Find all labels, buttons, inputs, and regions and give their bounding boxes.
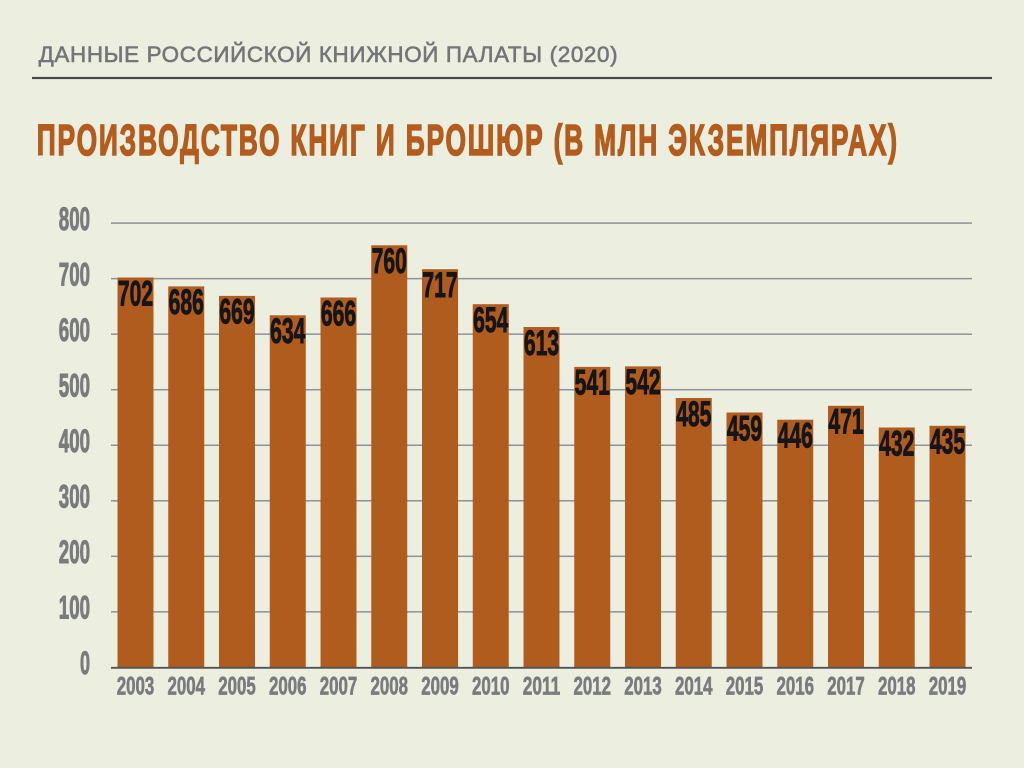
svg-text:2007: 2007 [320, 673, 358, 701]
svg-text:432: 432 [879, 424, 914, 463]
svg-text:ПРОИЗВОДСТВО КНИГ И БРОШЮР (В: ПРОИЗВОДСТВО КНИГ И БРОШЮР (В МЛН ЭКЗЕМП… [37, 117, 899, 165]
svg-text:2012: 2012 [574, 673, 612, 701]
svg-text:542: 542 [625, 363, 660, 402]
svg-text:717: 717 [422, 266, 457, 305]
svg-text:760: 760 [372, 242, 407, 281]
svg-text:0: 0 [80, 645, 90, 681]
svg-text:300: 300 [59, 479, 90, 515]
svg-text:600: 600 [59, 312, 90, 348]
svg-text:459: 459 [727, 409, 762, 448]
svg-text:485: 485 [676, 395, 711, 434]
svg-text:654: 654 [473, 301, 509, 340]
svg-text:2015: 2015 [726, 673, 764, 701]
svg-text:800: 800 [59, 201, 90, 237]
svg-text:200: 200 [59, 534, 90, 570]
svg-text:2017: 2017 [827, 673, 865, 701]
svg-text:2010: 2010 [472, 673, 510, 701]
svg-text:541: 541 [575, 364, 610, 403]
svg-text:ДАННЫЕ РОССИЙСКОЙ КНИЖНОЙ ПАЛА: ДАННЫЕ РОССИЙСКОЙ КНИЖНОЙ ПАЛАТЫ (2020) [39, 42, 618, 67]
svg-text:446: 446 [778, 417, 813, 456]
svg-text:2014: 2014 [675, 673, 713, 701]
svg-text:2018: 2018 [878, 673, 916, 701]
svg-text:2003: 2003 [117, 673, 155, 701]
svg-text:2013: 2013 [624, 673, 662, 701]
svg-text:686: 686 [169, 283, 204, 322]
svg-text:2008: 2008 [371, 673, 409, 701]
svg-text:2005: 2005 [218, 673, 256, 701]
svg-text:100: 100 [59, 590, 90, 626]
svg-text:435: 435 [930, 423, 965, 462]
svg-text:634: 634 [270, 312, 306, 351]
svg-text:669: 669 [219, 293, 254, 332]
svg-text:2019: 2019 [929, 673, 967, 701]
svg-text:2016: 2016 [777, 673, 815, 701]
svg-text:2009: 2009 [421, 673, 459, 701]
svg-text:613: 613 [524, 324, 559, 363]
svg-text:666: 666 [321, 294, 356, 333]
svg-text:2011: 2011 [523, 673, 561, 701]
svg-text:500: 500 [59, 368, 90, 404]
svg-text:471: 471 [828, 403, 863, 442]
svg-text:400: 400 [59, 423, 90, 459]
svg-text:700: 700 [59, 256, 90, 292]
svg-text:2006: 2006 [269, 673, 307, 701]
svg-text:702: 702 [118, 274, 153, 313]
svg-text:2004: 2004 [168, 673, 206, 701]
